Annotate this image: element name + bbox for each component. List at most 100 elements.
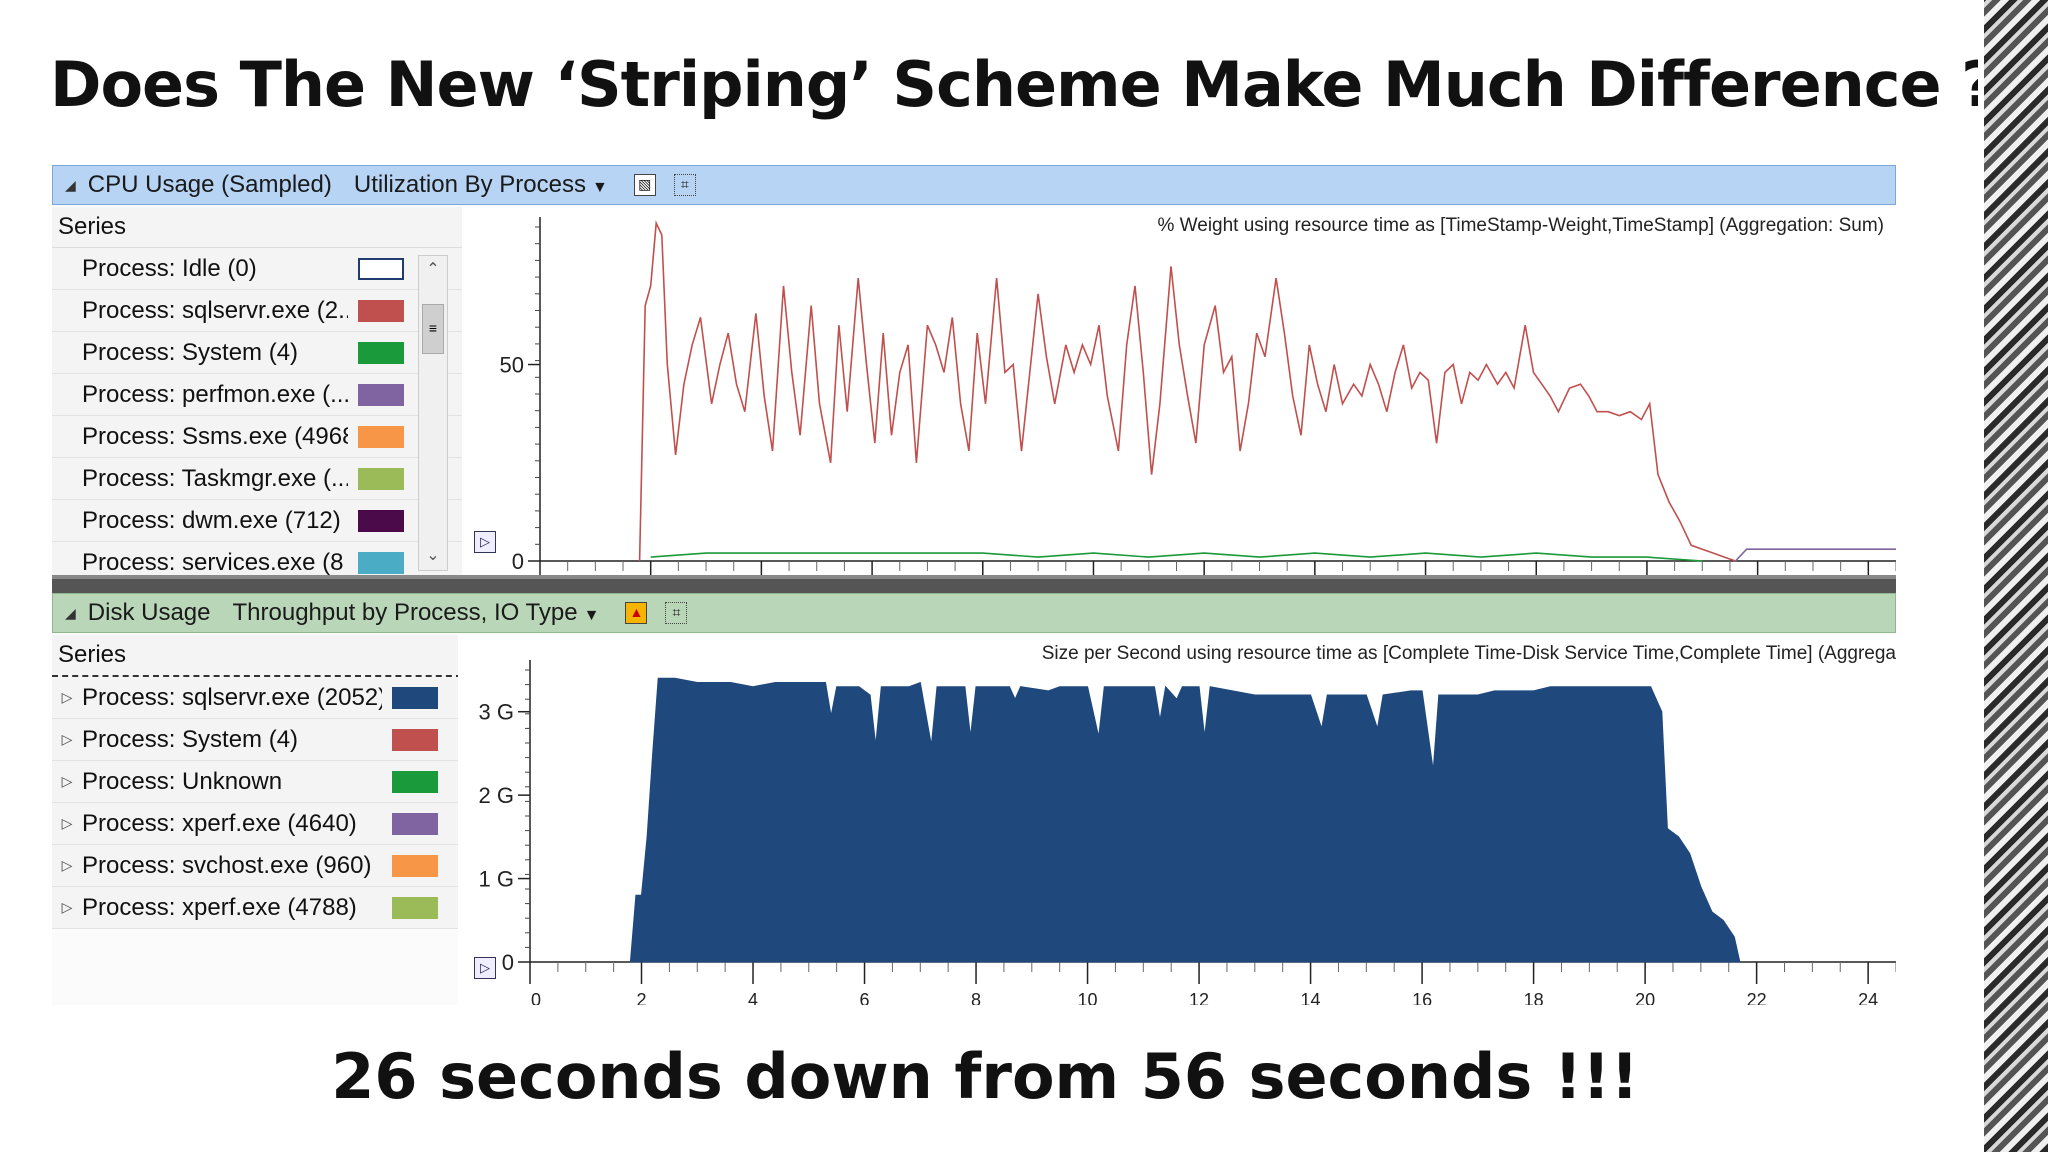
series-label: Process: sqlservr.exe (2... [82, 296, 348, 324]
series-header: Series [52, 207, 462, 248]
cpu-usage-panel: ◢ CPU Usage (Sampled) Utilization By Pro… [52, 165, 1896, 584]
series-color-swatch[interactable] [358, 299, 404, 322]
series-label: Process: Taskmgr.exe (... [82, 464, 348, 492]
chevron-down-icon: ▼ [591, 179, 608, 196]
x-tick-label: 18 [1524, 990, 1544, 1005]
zoom-to-fit-icon[interactable]: ▷ [474, 531, 496, 553]
series-label: Process: System (4) [82, 338, 299, 366]
series-row[interactable]: ▷ Process: xperf.exe (4640) [52, 803, 462, 845]
scroll-thumb[interactable]: ≡ [422, 304, 444, 354]
decorative-strip [1978, 0, 2048, 1152]
series-color-swatch[interactable] [358, 551, 404, 574]
series-label: Process: xperf.exe (4640) [82, 809, 357, 837]
slide-title: Does The New ‘Striping’ Scheme Make Much… [50, 48, 1997, 121]
series-color-swatch[interactable] [358, 467, 404, 490]
disk-chart-svg: 01 G2 G3 G0 2 4 6 8 10 12 14 16 18 20 22 24 [479, 660, 1896, 1005]
series-color-swatch[interactable] [392, 854, 438, 877]
cpu-view-dropdown[interactable]: Utilization By Process ▼ [354, 171, 608, 199]
series-row[interactable]: Process: services.exe (8 [52, 542, 462, 584]
expand-triangle-icon[interactable]: ▷ [61, 689, 73, 705]
series-area [629, 677, 1741, 963]
x-tick-label: 22 [1747, 990, 1767, 1005]
cpu-series-legend: Series Process: Idle (0) Process: sqlserv… [52, 207, 462, 584]
select-area-icon[interactable]: ⌗ [665, 602, 688, 624]
series-color-swatch[interactable] [392, 896, 438, 919]
disk-view-label: Throughput by Process, IO Type [232, 599, 578, 626]
x-tick-label: 12 [1189, 990, 1209, 1005]
zoom-to-fit-icon[interactable]: ▷ [474, 957, 496, 979]
chevron-down-icon: ▼ [583, 607, 600, 624]
series-label: Process: Unknown [82, 767, 283, 795]
series-label: Process: dwm.exe (712) [82, 506, 341, 534]
series-row[interactable]: ▷ Process: Unknown [52, 761, 462, 803]
expand-triangle-icon[interactable]: ▷ [61, 899, 73, 915]
select-area-icon[interactable]: ⌗ [673, 174, 696, 196]
series-color-swatch[interactable] [358, 425, 404, 448]
series-label: Process: Idle (0) [82, 254, 257, 282]
x-tick-label: 24 [1858, 990, 1878, 1005]
series-label: Process: xperf.exe (4788) [82, 893, 357, 921]
chart-type-icon[interactable]: ▧ [633, 174, 656, 196]
series-header: Series [52, 635, 462, 677]
series-line [1734, 548, 1896, 562]
series-row[interactable]: Process: Taskmgr.exe (... [52, 458, 462, 500]
wpa-screenshot: ◢ CPU Usage (Sampled) Utilization By Pro… [52, 165, 1896, 1005]
series-row[interactable]: ▷ Process: xperf.exe (4788) [52, 887, 462, 929]
cpu-panel-header: ◢ CPU Usage (Sampled) Utilization By Pro… [52, 165, 1896, 205]
series-color-swatch[interactable] [358, 509, 404, 532]
cpu-panel-title: CPU Usage (Sampled) [87, 171, 332, 198]
disk-chart-description: Size per Second using resource time as [… [1041, 643, 1896, 664]
series-line [638, 220, 1736, 562]
expand-triangle-icon[interactable]: ▷ [61, 857, 73, 873]
chart-type-icon[interactable]: ▲ [625, 602, 648, 624]
series-label: Process: sqlservr.exe (2052) [82, 683, 382, 711]
series-row[interactable]: Process: System (4) [52, 332, 462, 374]
expand-triangle-icon[interactable]: ▷ [61, 773, 73, 789]
y-tick-label: 1 G [479, 867, 514, 892]
x-tick-label: 4 [748, 990, 758, 1005]
disk-view-dropdown[interactable]: Throughput by Process, IO Type ▼ [233, 599, 600, 627]
cpu-chart[interactable]: 050024681012141618202224 % Weight using … [462, 207, 1896, 575]
y-tick-label: 0 [502, 950, 514, 975]
y-tick-label: 3 G [479, 700, 514, 725]
series-color-swatch[interactable] [358, 257, 404, 280]
series-color-swatch[interactable] [392, 812, 438, 835]
series-color-swatch[interactable] [392, 686, 438, 709]
series-label: Process: Ssms.exe (4968) [82, 422, 348, 450]
collapse-triangle-icon[interactable]: ◢ [65, 176, 76, 193]
legend-scrollbar[interactable]: ⌃ ≡ ⌄ [418, 255, 448, 571]
y-tick-label: 0 [512, 549, 524, 574]
series-row[interactable]: ▷ Process: sqlservr.exe (2052) [52, 677, 462, 719]
scroll-down-icon[interactable]: ⌄ [426, 547, 440, 564]
x-tick-label: 20 [1635, 990, 1655, 1005]
expand-triangle-icon[interactable]: ▷ [61, 815, 73, 831]
cpu-chart-svg: 050024681012141618202224 [500, 217, 1896, 575]
series-color-swatch[interactable] [358, 383, 404, 406]
series-row[interactable]: ▷ Process: System (4) [52, 719, 462, 761]
series-color-swatch[interactable] [358, 341, 404, 364]
x-tick-label: 10 [1078, 990, 1098, 1005]
expand-triangle-icon[interactable]: ▷ [61, 731, 73, 747]
series-label: Process: services.exe (8 [82, 548, 344, 576]
series-row[interactable]: Process: Ssms.exe (4968) [52, 416, 462, 458]
disk-usage-panel: ◢ Disk Usage Throughput by Process, IO T… [52, 593, 1896, 1005]
y-tick-label: 2 G [479, 783, 514, 808]
cpu-view-label: Utilization By Process [353, 171, 586, 198]
panel-splitter[interactable] [52, 575, 1896, 593]
series-row[interactable]: Process: dwm.exe (712) [52, 500, 462, 542]
y-tick-label: 50 [500, 353, 524, 378]
x-tick-label: 16 [1412, 990, 1432, 1005]
series-row[interactable]: Process: Idle (0) [52, 248, 462, 290]
series-row[interactable]: Process: sqlservr.exe (2... [52, 290, 462, 332]
series-color-swatch[interactable] [392, 728, 438, 751]
x-tick-label: 14 [1301, 990, 1321, 1005]
series-label: Process: System (4) [82, 725, 299, 753]
scroll-up-icon[interactable]: ⌃ [426, 261, 440, 278]
slide-caption: 26 seconds down from 56 seconds !!! [331, 1040, 1639, 1113]
series-row[interactable]: Process: perfmon.exe (... [52, 374, 462, 416]
disk-panel-title: Disk Usage [87, 599, 211, 626]
series-color-swatch[interactable] [392, 770, 438, 793]
collapse-triangle-icon[interactable]: ◢ [65, 604, 76, 621]
series-row[interactable]: ▷ Process: svchost.exe (960) [52, 845, 462, 887]
